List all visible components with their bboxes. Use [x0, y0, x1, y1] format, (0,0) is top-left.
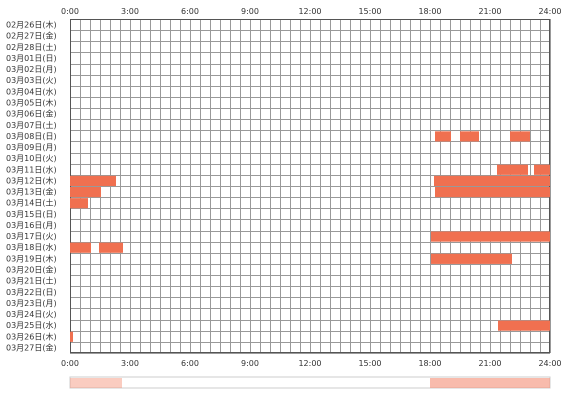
sleep-bar: [510, 131, 530, 142]
row-label: 03月22日(日): [6, 288, 57, 297]
grid-layer: [70, 19, 551, 354]
row-label: 03月02日(月): [6, 65, 57, 74]
x-tick-label-bottom: 6:00: [181, 359, 199, 368]
row-label: 03月15日(日): [6, 210, 57, 219]
sleep-bar: [460, 131, 479, 142]
row-label: 03月16日(月): [6, 221, 57, 230]
x-tick-label-top: 24:00: [538, 7, 561, 16]
row-label: 03月21日(土): [6, 276, 57, 286]
sleep-bar: [70, 331, 73, 342]
sleep-bar: [434, 175, 550, 186]
sleep-bar: [70, 242, 91, 253]
row-label: 03月27日(金): [6, 342, 57, 352]
x-tick-label-top: 9:00: [241, 7, 259, 16]
sleep-bar: [70, 175, 116, 186]
x-tick-label-bottom: 12:00: [298, 359, 321, 368]
sleep-bar: [99, 242, 123, 253]
x-tick-label-bottom: 15:00: [358, 359, 381, 368]
row-label: 02月28日(土): [6, 42, 57, 52]
row-label: 03月19日(木): [6, 253, 57, 263]
row-label: 03月20日(金): [6, 265, 57, 275]
tick-layer: 0:00 0:00 3:00 3:00 6:00 6:00 9:00 9:00 12:00 12:…: [61, 7, 562, 368]
sleep-bar: [498, 320, 550, 331]
row-label: 03月06日(金): [6, 109, 57, 119]
row-label: 03月09日(月): [6, 143, 57, 152]
sleep-bar: [497, 164, 528, 175]
bar-layer: [70, 131, 550, 342]
sleep-bar: [70, 187, 101, 198]
x-tick-label-bottom: 9:00: [241, 359, 259, 368]
x-tick-label-top: 3:00: [121, 7, 139, 16]
row-label: 03月08日(日): [6, 132, 57, 141]
row-label: 02月26日(木): [6, 20, 57, 30]
x-tick-label-top: 21:00: [478, 7, 501, 16]
x-tick-label-bottom: 0:00: [61, 359, 79, 368]
row-label: 03月23日(月): [6, 299, 57, 308]
row-label: 03月10日(火): [6, 154, 57, 163]
x-tick-label-bottom: 21:00: [478, 359, 501, 368]
sleep-bar: [435, 131, 451, 142]
row-label: 03月04日(水): [6, 86, 57, 96]
row-label: 03月01日(日): [6, 54, 57, 63]
summary-strip: [69, 376, 551, 389]
row-label: 03月26日(木): [6, 331, 57, 341]
x-tick-label-bottom: 3:00: [121, 359, 139, 368]
x-tick-label-top: 15:00: [358, 7, 381, 16]
sleep-bar: [534, 164, 550, 175]
row-label: 03月13日(金): [6, 187, 57, 197]
row-label: 03月25日(水): [6, 320, 57, 330]
row-label: 03月11日(水): [6, 164, 57, 174]
x-tick-label-bottom: 24:00: [538, 359, 561, 368]
row-label: 03月14日(土): [6, 198, 57, 208]
row-label-layer: 02月26日(木)02月27日(金)02月28日(土) 03月01日(日) 03月0…: [6, 20, 57, 353]
row-label: 03月18日(水): [6, 242, 57, 252]
sleep-bar: [431, 253, 512, 264]
row-label: 03月07日(土): [6, 120, 57, 130]
row-label: 03月17日(火): [6, 232, 57, 241]
x-tick-label-bottom: 18:00: [418, 359, 441, 368]
x-tick-label-top: 18:00: [418, 7, 441, 16]
x-tick-label-top: 0:00: [61, 7, 79, 16]
sleep-bar: [70, 198, 88, 209]
row-label: 03月05日(木): [6, 98, 57, 108]
row-label: 03月03日(火): [6, 76, 57, 85]
summary-segment: [430, 378, 550, 388]
x-tick-label-top: 12:00: [298, 7, 321, 16]
x-tick-label-top: 6:00: [181, 7, 199, 16]
row-label: 03月12日(木): [6, 175, 57, 185]
row-label: 03月24日(火): [6, 310, 57, 319]
sleep-bar: [431, 231, 550, 242]
row-label: 02月27日(金): [6, 31, 57, 41]
summary-segment: [70, 378, 122, 388]
sleep-bar: [435, 187, 550, 198]
